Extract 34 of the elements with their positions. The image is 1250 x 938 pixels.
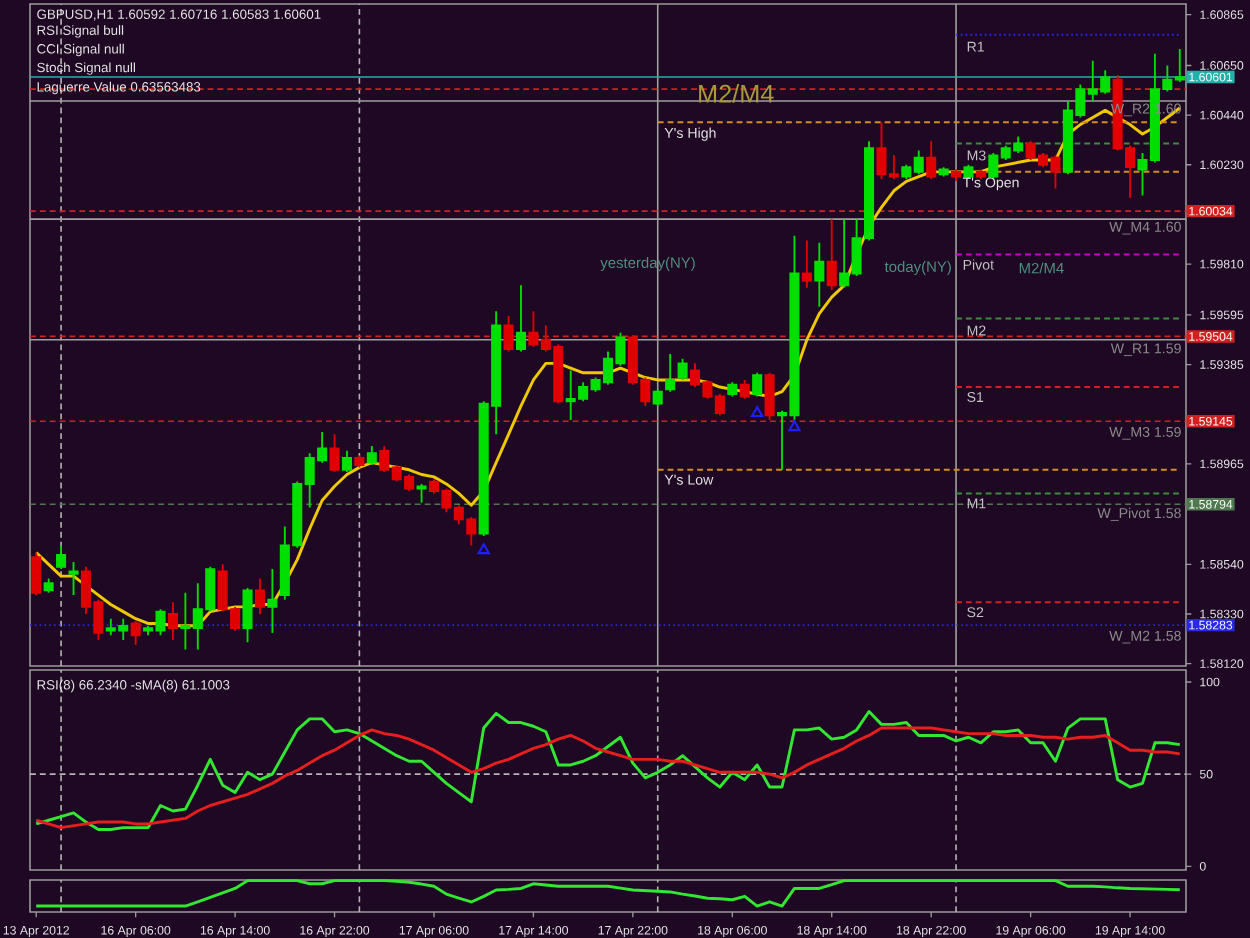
candlestick	[938, 166, 949, 178]
candlestick	[130, 620, 141, 646]
candlestick	[727, 381, 738, 398]
candlestick	[254, 577, 265, 615]
candlestick	[68, 561, 79, 597]
point	[751, 406, 764, 418]
candlestick	[665, 352, 676, 393]
candlestick	[341, 449, 353, 474]
candlestick	[167, 601, 178, 641]
point	[788, 420, 801, 432]
candlestick	[515, 284, 527, 353]
candlestick	[963, 163, 974, 180]
candlestick	[801, 239, 812, 289]
candlestick	[926, 140, 937, 180]
candlestick	[814, 241, 825, 308]
candlestick	[752, 371, 763, 398]
candlestick	[267, 568, 278, 634]
candlestick	[826, 218, 837, 292]
candlestick	[31, 551, 42, 597]
candlestick	[677, 357, 688, 381]
candlestick	[416, 483, 427, 504]
candlestick	[503, 315, 514, 353]
candlestick	[366, 445, 377, 466]
candlestick	[56, 544, 67, 571]
candlestick	[652, 388, 663, 407]
candlestick	[951, 168, 962, 183]
candlestick	[739, 378, 750, 400]
candlestick	[764, 371, 775, 422]
candlestick	[242, 587, 253, 644]
candlestick	[329, 433, 340, 474]
candlestick	[43, 577, 54, 594]
candlestick	[354, 454, 365, 469]
point	[477, 543, 490, 555]
candlestick	[975, 168, 986, 180]
